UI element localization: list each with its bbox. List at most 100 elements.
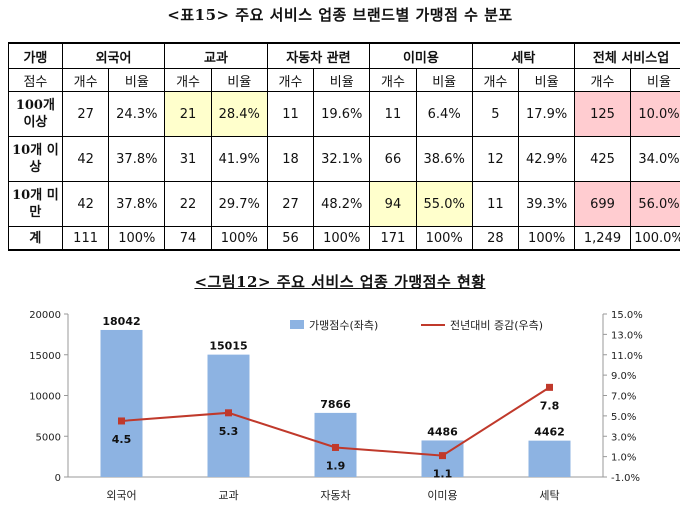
bar-value-label: 18042 <box>102 315 140 328</box>
bar <box>528 440 571 477</box>
table-row: 10개 이상 42 37.8% 31 41.9% 18 32.1% 66 38.6% 12 42.9… <box>8 136 680 182</box>
sub-header-ratio: 비율 <box>313 68 371 92</box>
category-label: 이미용 <box>427 489 457 502</box>
ratio-cell: 39.3% <box>518 181 576 227</box>
count-cell: 22 <box>164 181 212 227</box>
left-tick-label: 20000 <box>29 310 61 321</box>
count-cell: 12 <box>471 136 520 182</box>
line-value-label: 5.3 <box>219 425 239 438</box>
right-tick-label: 15.0% <box>611 310 643 321</box>
ratio-cell: 100% <box>518 226 576 251</box>
line-value-label: 1.9 <box>326 459 346 472</box>
table-group-header-row: 가맹 외국어 교과 자동차 관련 이미용 세탁 전체 서비스업 <box>8 42 680 69</box>
ratio-cell: 28.4% <box>210 91 268 137</box>
ratio-cell: 24.3% <box>108 91 166 137</box>
category-label: 세탁 <box>539 489 559 502</box>
bar-value-label: 15015 <box>209 340 247 353</box>
ratio-cell: 37.8% <box>108 136 166 182</box>
line-point <box>332 443 339 451</box>
line-point <box>546 383 553 391</box>
chart-title: <그림12> 주요 서비스 업종 가맹점수 현황 <box>194 273 486 291</box>
count-cell: 27 <box>266 181 315 227</box>
ratio-cell: 34.0% <box>629 136 680 182</box>
line-point <box>225 409 232 417</box>
line-point <box>118 417 125 425</box>
line-value-label: 4.5 <box>112 433 132 446</box>
line-value-label: 1.1 <box>433 468 453 481</box>
left-tick-label: 15000 <box>29 351 61 362</box>
category-label: 교과 <box>218 489 238 502</box>
left-tick-label: 5000 <box>36 432 61 443</box>
count-cell: 27 <box>61 91 110 137</box>
table-row: 100개 이상 27 24.3% 21 28.4% 11 19.6% 11 6.4% 5 17.9%… <box>8 91 680 137</box>
count-cell: 111 <box>61 226 110 251</box>
count-cell: 11 <box>471 181 520 227</box>
sub-header-count: 개수 <box>369 68 417 92</box>
bar-value-label: 4486 <box>427 425 458 438</box>
sub-header-ratio: 비율 <box>518 68 576 92</box>
count-cell: 66 <box>369 136 417 182</box>
legend-bar-swatch <box>290 320 304 329</box>
ratio-cell: 17.9% <box>518 91 576 137</box>
right-tick-label: 13.0% <box>611 330 643 341</box>
left-tick-label: 10000 <box>29 392 61 403</box>
franchise-count-chart: 0 5000 10000 15000 20000 -1.0% 1.0% 3.0% 5.0% 7.0… <box>29 310 643 502</box>
ratio-cell: 100% <box>108 226 166 251</box>
count-cell: 74 <box>164 226 212 251</box>
category-label: 외국어 <box>106 489 136 502</box>
right-tick-label: 5.0% <box>611 412 636 423</box>
line-value-label: 7.8 <box>540 399 560 412</box>
bar <box>100 329 143 477</box>
count-cell: 42 <box>61 181 110 227</box>
ratio-cell: 38.6% <box>415 136 473 182</box>
table-row: 10개 미만 42 37.8% 22 29.7% 27 48.2% 94 55.0% 11 39.3… <box>8 181 680 227</box>
right-tick-label: 9.0% <box>611 371 636 382</box>
sub-header-count: 개수 <box>61 68 110 92</box>
count-cell: 56 <box>266 226 315 251</box>
ratio-cell: 100% <box>313 226 371 251</box>
right-tick-label: 11.0% <box>611 351 643 362</box>
count-cell: 11 <box>266 91 315 137</box>
count-cell: 18 <box>266 136 315 182</box>
ratio-cell: 19.6% <box>313 91 371 137</box>
count-cell: 699 <box>574 181 631 227</box>
ratio-cell: 37.8% <box>108 181 166 227</box>
sub-header-ratio: 비율 <box>108 68 166 92</box>
count-cell: 5 <box>471 91 520 137</box>
corner-top-label: 가맹 <box>8 42 63 69</box>
count-cell: 28 <box>471 226 520 251</box>
franchise-distribution-table: 가맹 외국어 교과 자동차 관련 이미용 세탁 전체 서비스업 점수 개수 비율… <box>8 42 680 251</box>
row-label: 10개 이상 <box>8 136 63 182</box>
right-tick-label: 1.0% <box>611 453 636 464</box>
ratio-cell: 32.1% <box>313 136 371 182</box>
left-tick-label: 0 <box>55 473 61 484</box>
group-header: 전체 서비스업 <box>574 42 680 69</box>
count-cell: 31 <box>164 136 212 182</box>
row-label: 계 <box>8 226 63 251</box>
ratio-cell: 41.9% <box>210 136 268 182</box>
count-cell: 1,249 <box>574 226 631 251</box>
ratio-cell: 48.2% <box>313 181 371 227</box>
right-tick-label: 3.0% <box>611 432 636 443</box>
count-cell: 125 <box>574 91 631 137</box>
ratio-cell: 100% <box>210 226 268 251</box>
group-header: 자동차 관련 <box>266 42 371 69</box>
table-sub-header-row: 점수 개수 비율 개수 비율 개수 비율 개수 비율 개수 비율 개수 비율 <box>8 68 680 92</box>
ratio-cell: 42.9% <box>518 136 576 182</box>
count-cell: 42 <box>61 136 110 182</box>
legend-line-label: 전년대비 증감(우측) <box>450 319 543 332</box>
sub-header-ratio: 비율 <box>629 68 680 92</box>
count-cell: 171 <box>369 226 417 251</box>
sub-header-count: 개수 <box>574 68 631 92</box>
count-cell: 11 <box>369 91 417 137</box>
sub-header-ratio: 비율 <box>415 68 473 92</box>
right-tick-label: -1.0% <box>611 473 640 484</box>
ratio-cell: 56.0% <box>629 181 680 227</box>
ratio-cell: 10.0% <box>629 91 680 137</box>
right-tick-label: 7.0% <box>611 392 636 403</box>
ratio-cell: 55.0% <box>415 181 473 227</box>
ratio-cell: 100.0% <box>629 226 680 251</box>
group-header: 교과 <box>164 42 268 69</box>
corner-bottom-label: 점수 <box>8 68 63 92</box>
sub-header-ratio: 비율 <box>210 68 268 92</box>
